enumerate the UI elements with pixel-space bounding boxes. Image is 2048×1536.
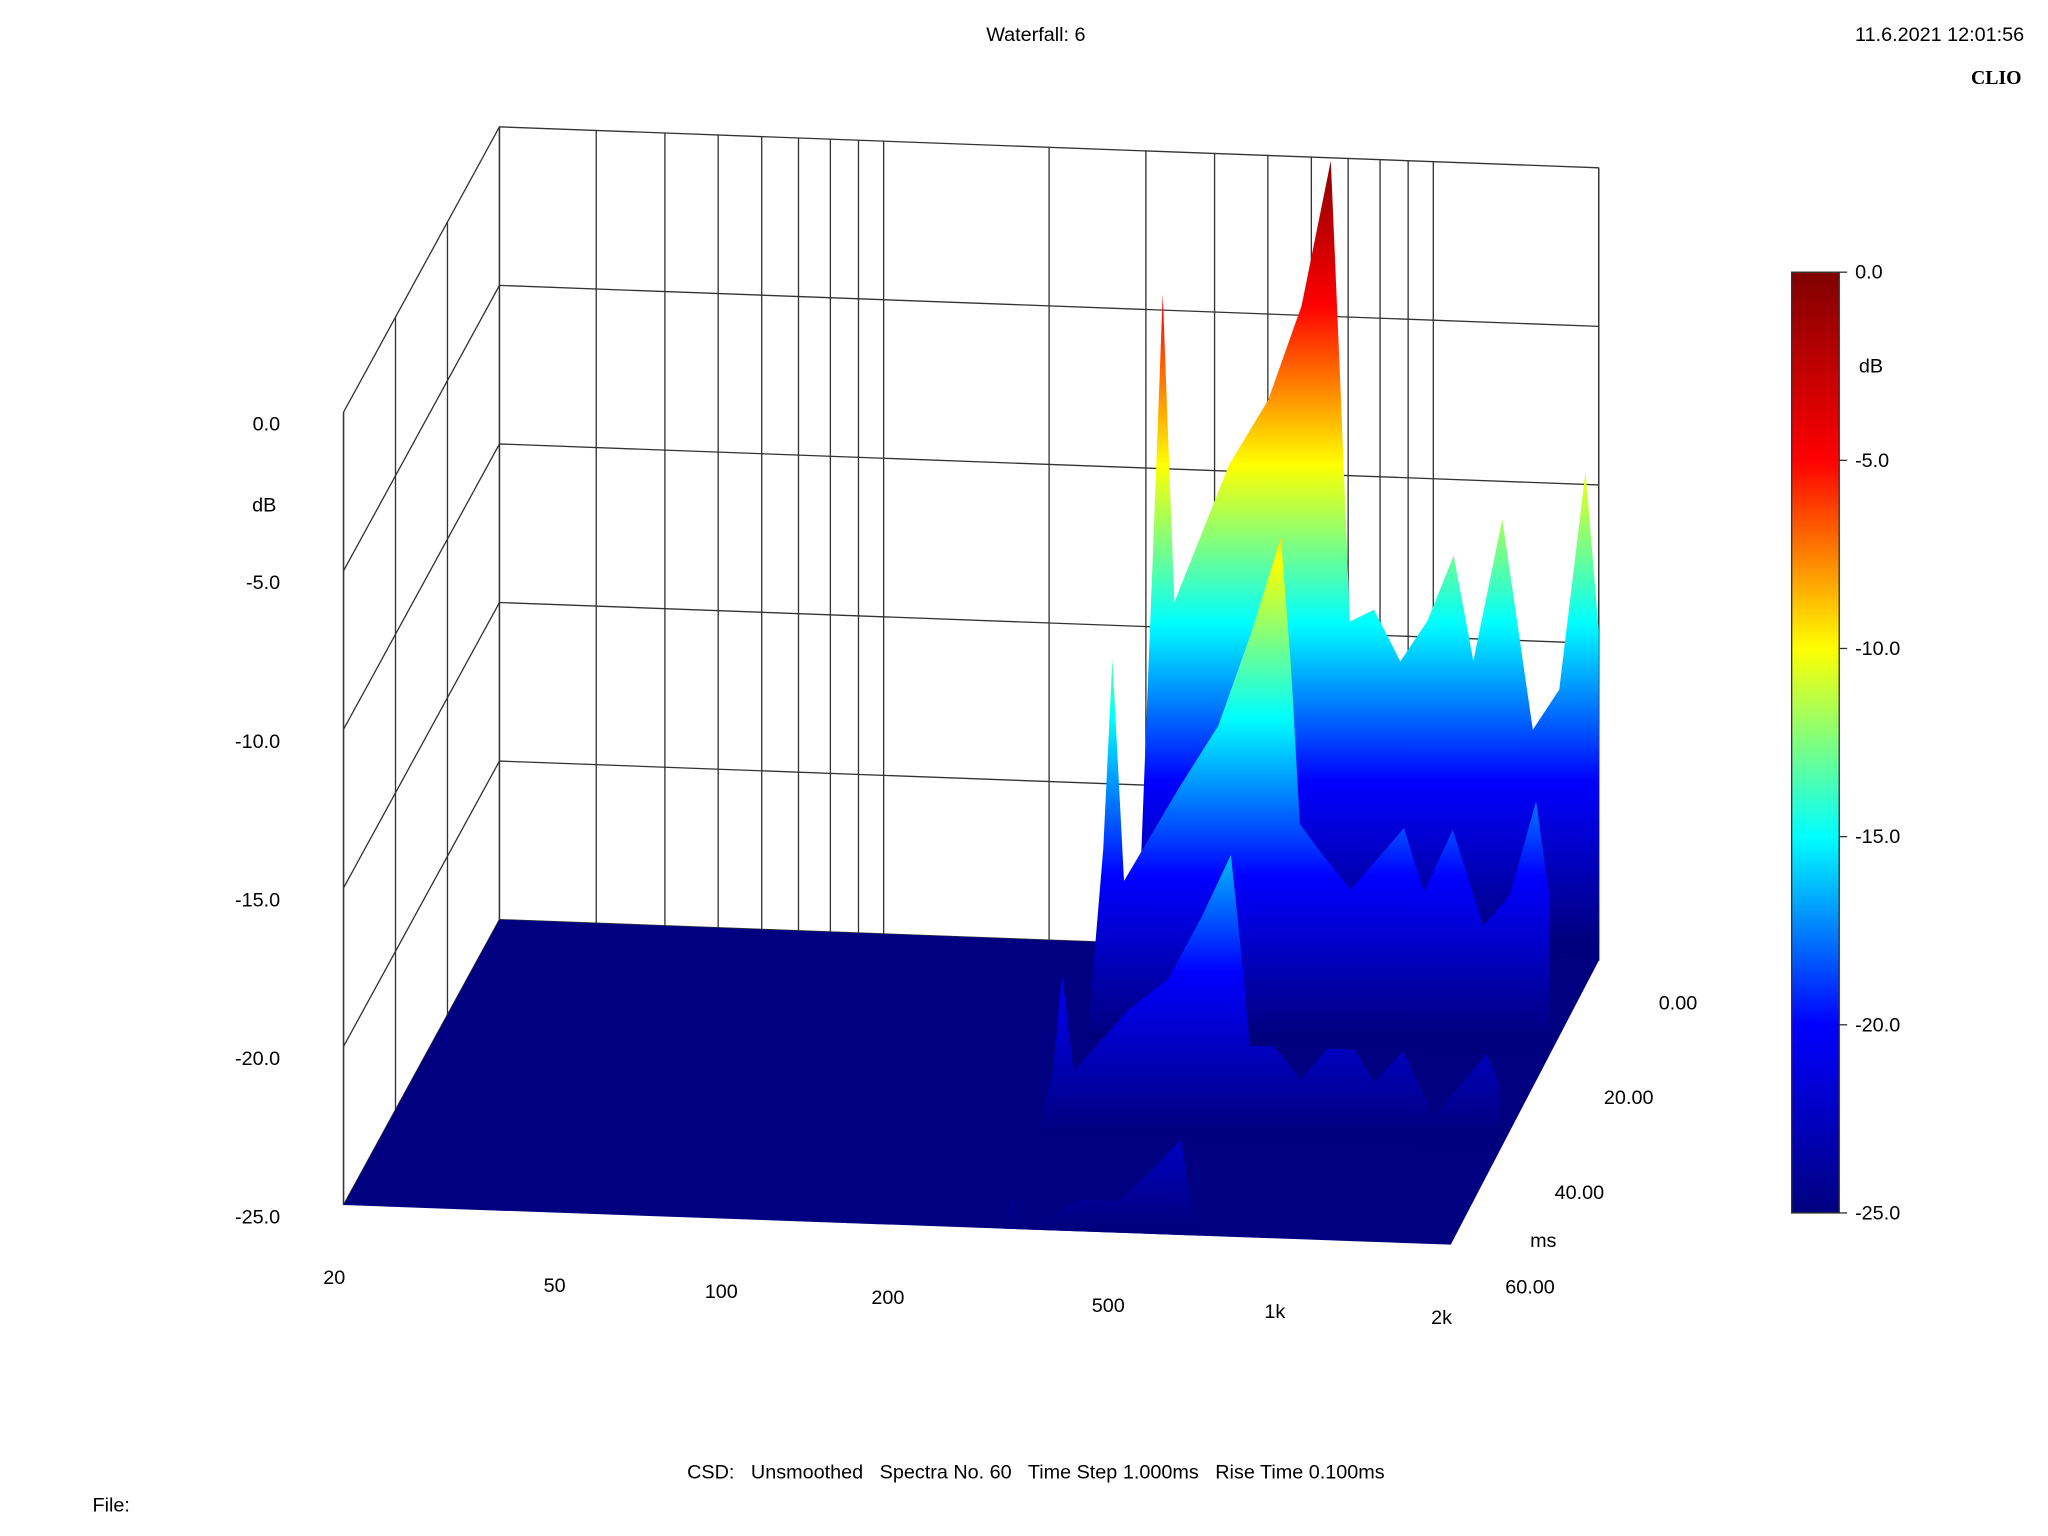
y-tick-label: -25.0 [235, 1206, 280, 1228]
x-tick-label: 50 [544, 1275, 566, 1297]
spectrum-slice [343, 1139, 1451, 1245]
z-tick-label: 0.00 [1659, 992, 1698, 1014]
y-tick-label: -5.0 [246, 572, 280, 594]
x-tick-label: 20 [323, 1267, 345, 1289]
colorbar-tick-label: -25.0 [1855, 1203, 1900, 1225]
file-label: File: [92, 1495, 129, 1517]
grid-line [342, 126, 1599, 413]
x-tick-label: 500 [1092, 1295, 1125, 1317]
y-tick-label: -20.0 [235, 1048, 280, 1070]
footer: CSD: Unsmoothed Spectra No. 60 Time Step… [687, 1461, 1385, 1483]
spectrum-slice [395, 854, 1501, 1150]
z-tick-label: 60.00 [1505, 1276, 1555, 1298]
x-tick-label: 1k [1264, 1301, 1285, 1323]
colorbar-tick-label: -5.0 [1855, 450, 1889, 472]
colorbar-tick-label: -10.0 [1855, 638, 1900, 660]
colorbar-tick-label: -20.0 [1855, 1014, 1900, 1036]
y-tick-label: 0.0 [253, 414, 281, 436]
brand: CLIO [1971, 67, 2022, 89]
z-tick-label: 40.00 [1555, 1182, 1605, 1204]
x-tick-label: 100 [705, 1281, 738, 1303]
colorbar-tick-label: -15.0 [1855, 826, 1900, 848]
z-tick-label: 20.00 [1604, 1087, 1654, 1109]
colorbar [1791, 271, 1840, 1214]
spectrum-slice [499, 160, 1599, 961]
z-axis-label: ms [1530, 1230, 1556, 1252]
grid-line [342, 284, 1599, 572]
x-tick-label: 2k [1431, 1307, 1452, 1329]
chart-title: Waterfall: 6 [986, 24, 1085, 46]
timestamp: 11.6.2021 12:01:56 [1855, 24, 2024, 46]
x-tick-label: 200 [871, 1287, 904, 1309]
colorbar-tick-label: 0.0 [1855, 262, 1883, 284]
colorbar-label: dB [1859, 356, 1883, 378]
y-axis-label: dB [252, 494, 276, 516]
spectrum-slice [447, 538, 1550, 1056]
y-tick-label: -10.0 [235, 731, 280, 753]
y-tick-label: -15.0 [235, 889, 280, 911]
